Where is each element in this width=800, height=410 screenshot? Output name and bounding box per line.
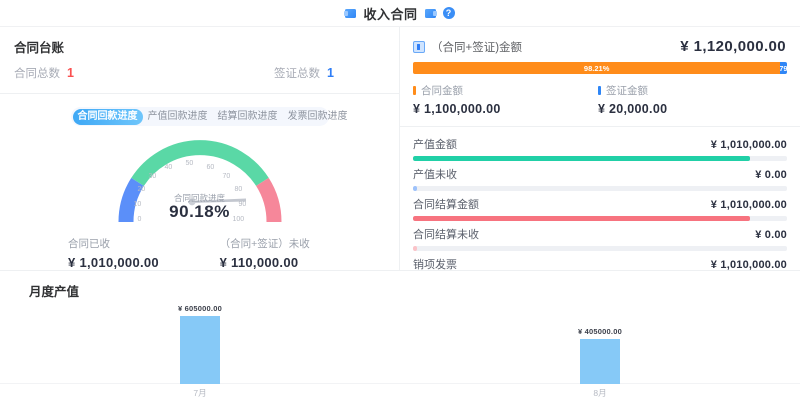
amount-header-label: （合同+签证)金额: [431, 41, 523, 54]
figure-unreceived-value: ¥ 110,000.00: [219, 255, 299, 270]
tab-contract-collection[interactable]: 合同回款进度: [72, 108, 143, 125]
metric-settlement-unreceived-label: 合同结算未收: [413, 229, 479, 241]
legend-contract-amount-label: 合同金额: [421, 85, 463, 97]
contract-ledger-panel: 合同台账 合同总数 1 签证总数 1 合同回款进度 产值回款进度 结算回款进度 …: [0, 27, 400, 270]
page-header: 收入合同 ?: [0, 0, 800, 26]
metric-output-invoice-value: ¥ 1,010,000.00: [710, 259, 787, 271]
count-contract-total-value: 1: [67, 66, 74, 80]
count-visa-total: 签证总数 1: [274, 65, 334, 81]
chart-title: 月度产值: [29, 285, 80, 299]
chart-bar-value-label: ¥ 605000.00: [178, 304, 222, 313]
amount-divider: [400, 126, 800, 127]
count-contract-total: 合同总数 1: [14, 65, 74, 81]
metric-output-unreceived-bar: [413, 186, 417, 191]
page-title: 收入合同: [363, 6, 418, 22]
metric-settlement-amount-label: 合同结算金额: [413, 199, 479, 211]
chart-bar[interactable]: [180, 316, 220, 384]
chart-category-label: 7月: [193, 388, 207, 398]
figure-unreceived-label: （合同+签证）未收: [219, 238, 310, 250]
legend-marker-contract-icon: [413, 86, 416, 95]
gauge-tick-20: 20: [137, 186, 146, 193]
ledger-title: 合同台账: [14, 41, 65, 55]
metric-output-amount-bar: [413, 156, 750, 161]
count-visa-total-value: 1: [326, 66, 334, 80]
metric-output-amount-value: ¥ 1,010,000.00: [710, 139, 787, 151]
figure-contract-received: 合同已收 ¥ 1,010,000.00: [0, 236, 190, 270]
gauge-tick-0: 0: [137, 216, 142, 223]
amount-header: （合同+签证)金额 ¥ 1,120,000.00: [400, 27, 800, 55]
metric-settlement-unreceived-bar: [413, 246, 417, 251]
amount-header-value: ¥ 1,120,000.00: [680, 38, 786, 55]
progress-tabs: 合同回款进度 产值回款进度 结算回款进度 发票回款进度: [70, 107, 348, 126]
amount-panel: （合同+签证)金额 ¥ 1,120,000.00 98.21% 1.79% 合同…: [400, 27, 800, 311]
figure-unreceived: （合同+签证）未收 ¥ 110,000.00: [190, 236, 399, 270]
count-visa-total-label: 签证总数: [273, 68, 320, 80]
metric-output-unreceived: 产值未收 ¥ 0.00: [413, 161, 787, 191]
chart-bar[interactable]: [580, 339, 620, 384]
legend-contract-amount-value: ¥ 1,100,000.00: [413, 102, 501, 116]
gauge-tick-100: 100: [232, 216, 245, 223]
metric-output-unreceived-label: 产值未收: [413, 169, 457, 181]
metric-output-invoice-label: 销项发票: [413, 259, 457, 271]
legend-marker-visa-icon: [598, 86, 601, 95]
tab-invoice-collection[interactable]: 发票回款进度: [287, 110, 348, 122]
metric-output-amount-label: 产值金额: [413, 139, 457, 151]
chart-category-label: 8月: [593, 388, 607, 398]
amount-progress-primary: 98.21%: [413, 62, 781, 74]
gauge-tick-90: 90: [238, 201, 247, 208]
metric-settlement-amount-value: ¥ 1,010,000.00: [710, 199, 787, 211]
gauge-tick-10: 10: [133, 201, 142, 208]
summary-split: 合同台账 合同总数 1 签证总数 1 合同回款进度 产值回款进度 结算回款进度 …: [0, 26, 800, 311]
ledger-counts: 合同总数 1 签证总数 1: [0, 56, 399, 81]
metric-output-unreceived-value: ¥ 0.00: [755, 169, 787, 181]
tab-output-collection[interactable]: 产值回款进度: [147, 110, 208, 122]
collection-gauge: 0 10 20 30 40 50 60 70 80 90 100 合同回款进度 …: [106, 132, 294, 228]
gauge-segment-blue: [117, 177, 144, 223]
chart-bar-value-label: ¥ 405000.00: [578, 327, 622, 336]
gauge-needle: [187, 198, 246, 206]
figure-contract-received-label: 合同已收: [68, 238, 110, 250]
metric-settlement-unreceived-value: ¥ 0.00: [755, 229, 787, 241]
gauge-caption: 合同回款进度: [173, 193, 225, 203]
legend-visa-amount-value: ¥ 20,000.00: [598, 102, 668, 116]
tab-settlement-collection[interactable]: 结算回款进度: [217, 110, 278, 122]
amount-progress-secondary: 1.79%: [780, 62, 787, 74]
chart-baseline: [0, 383, 800, 384]
help-icon[interactable]: ?: [442, 7, 455, 19]
metric-settlement-amount: 合同结算金额 ¥ 1,010,000.00: [413, 191, 787, 221]
gauge-segment-green: [130, 140, 269, 187]
amount-legend: 合同金额 ¥ 1,100,000.00 签证金额 ¥ 20,000.00: [400, 74, 800, 116]
amount-progress-bar: 98.21% 1.79%: [413, 62, 787, 74]
bookmark-icon-right: [424, 8, 437, 18]
count-contract-total-label: 合同总数: [14, 68, 60, 80]
ledger-divider: [0, 93, 399, 94]
legend-visa-amount-label: 签证金额: [606, 85, 648, 97]
gauge-tick-70: 70: [222, 173, 231, 180]
bookmark-icon-left: [344, 8, 357, 18]
metric-settlement-amount-bar: [413, 216, 750, 221]
gauge-value: 90.18%: [169, 202, 230, 221]
ledger-figures: 合同已收 ¥ 1,010,000.00 （合同+签证）未收 ¥ 110,000.…: [0, 228, 399, 270]
legend-contract-amount: 合同金额 ¥ 1,100,000.00: [413, 83, 598, 116]
gauge-tick-60: 60: [206, 164, 215, 171]
legend-visa-amount: 签证金额 ¥ 20,000.00: [598, 83, 783, 116]
gauge-segment-pink: [255, 177, 282, 223]
money-icon: [413, 40, 425, 53]
gauge-tick-30: 30: [148, 173, 157, 180]
metric-output-amount: 产值金额 ¥ 1,010,000.00: [413, 131, 787, 161]
gauge-svg: [117, 140, 282, 223]
gauge-tick-80: 80: [234, 186, 243, 193]
gauge-tick-40: 40: [164, 164, 173, 171]
figure-contract-received-value: ¥ 1,010,000.00: [68, 255, 159, 270]
gauge-tick-50: 50: [185, 160, 194, 167]
monthly-output-chart: 月度产值 ¥ 605000.00 7月 ¥ 405000.00 8月: [0, 270, 800, 410]
metric-settlement-unreceived: 合同结算未收 ¥ 0.00: [413, 221, 787, 251]
chart-plot-area: ¥ 605000.00 7月 ¥ 405000.00 8月: [0, 304, 800, 402]
